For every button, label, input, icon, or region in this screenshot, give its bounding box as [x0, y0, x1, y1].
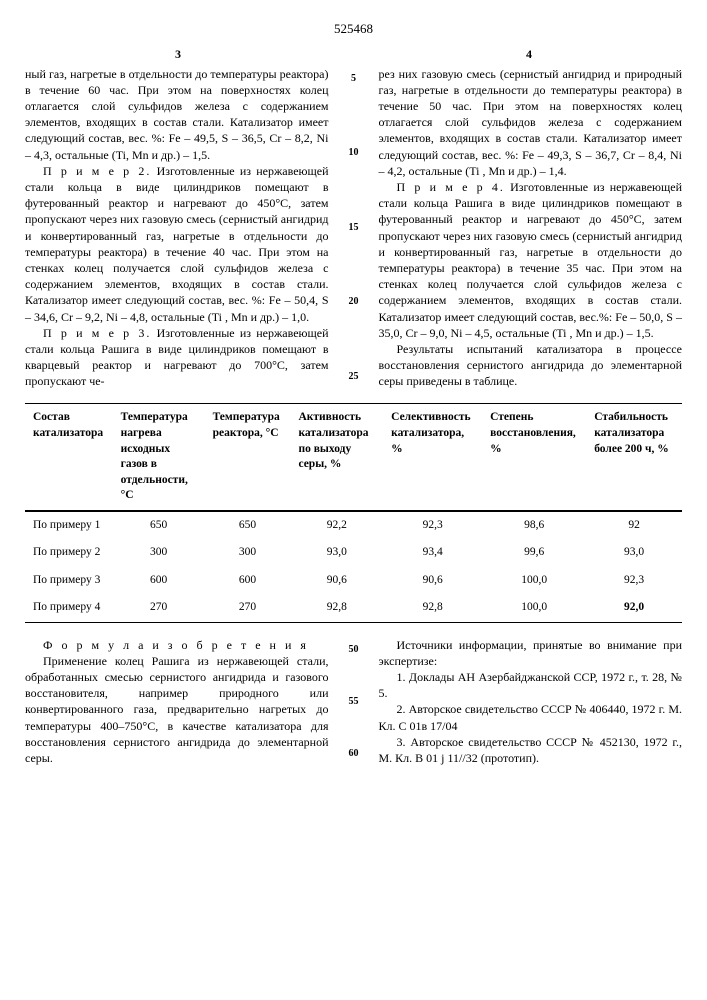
example-2-body: Изготовленные из нержавеющей стали кольц… [25, 164, 329, 324]
cell: 93,4 [383, 539, 482, 567]
formula-body: Применение колец Рашига из нержавеющей с… [25, 653, 329, 766]
cell: 650 [113, 511, 205, 539]
body-columns: ный газ, нагретые в отдельности до темпе… [25, 66, 682, 390]
cell: 270 [205, 594, 291, 622]
document-number: 525468 [25, 20, 682, 38]
col-header: Состав катализатора [25, 404, 113, 510]
table-row: По примеру 1 650 650 92,2 92,3 98,6 92 [25, 511, 682, 539]
source-item: 3. Авторское свидетельство СССР № 452130… [379, 734, 683, 766]
bottom-columns: Ф о р м у л а и з о б р е т е н и я Прим… [25, 637, 682, 767]
bottom-left-column: Ф о р м у л а и з о б р е т е н и я Прим… [25, 637, 329, 767]
results-table: Состав катализатора Температура нагрева … [25, 403, 682, 622]
cell: 93,0 [586, 539, 682, 567]
col-header: Активность катализатора по выходу серы, … [290, 404, 383, 510]
right-column: рез них газовую смесь (сернистый ангидри… [379, 66, 683, 390]
page-left: 3 [175, 46, 181, 62]
cell: 90,6 [290, 567, 383, 595]
source-item: 2. Авторское свидетельство СССР № 406440… [379, 701, 683, 733]
col-header: Степень восстановления, % [482, 404, 586, 510]
example-3: П р и м е р 3. Изготовленные из нержавею… [25, 325, 329, 390]
col-header: Селективность катализатора, % [383, 404, 482, 510]
marker: 20 [345, 295, 363, 309]
table-row: По примеру 4 270 270 92,8 92,8 100,0 92,… [25, 594, 682, 622]
marker: 5 [345, 72, 363, 86]
source-item: 1. Доклады АН Азербайджанской ССР, 1972 … [379, 669, 683, 701]
marker: 50 [345, 643, 363, 657]
col-header: Температура реактора, °С [205, 404, 291, 510]
cell: 300 [205, 539, 291, 567]
left-para-1: ный газ, нагретые в отдельности до темпе… [25, 66, 329, 163]
col-header: Температура нагрева исходных газов в отд… [113, 404, 205, 510]
example-4: П р и м е р 4. Изготовленные из нержавею… [379, 179, 683, 341]
example-3-title: П р и м е р 3. [43, 326, 151, 340]
cell: 92,8 [290, 594, 383, 622]
marker: 25 [345, 370, 363, 384]
cell: 600 [205, 567, 291, 595]
results-para: Результаты испытаний катализатора в проц… [379, 341, 683, 390]
row-label: По примеру 4 [25, 594, 113, 622]
row-label: По примеру 2 [25, 539, 113, 567]
right-para-1: рез них газовую смесь (сернистый ангидри… [379, 66, 683, 179]
cell: 92,8 [383, 594, 482, 622]
formula-title: Ф о р м у л а и з о б р е т е н и я [25, 637, 329, 653]
cell: 99,6 [482, 539, 586, 567]
cell: 100,0 [482, 594, 586, 622]
example-4-body: Изготовленные из нержавеющей стали кольц… [379, 180, 683, 340]
cell: 90,6 [383, 567, 482, 595]
cell: 100,0 [482, 567, 586, 595]
table-row: По примеру 2 300 300 93,0 93,4 99,6 93,0 [25, 539, 682, 567]
example-4-title: П р и м е р 4. [397, 180, 505, 194]
line-markers: 5 10 15 20 25 [345, 66, 363, 390]
page-numbers: 3 4 [175, 46, 532, 62]
row-label: По примеру 1 [25, 511, 113, 539]
marker: 60 [345, 747, 363, 761]
cell: 92 [586, 511, 682, 539]
cell: 93,0 [290, 539, 383, 567]
col-header: Стабильность катализатора более 200 ч, % [586, 404, 682, 510]
cell: 92,3 [383, 511, 482, 539]
cell: 92,0 [586, 594, 682, 622]
marker: 15 [345, 221, 363, 235]
bottom-right-column: Источники информации, принятые во вниман… [379, 637, 683, 767]
left-column: ный газ, нагретые в отдельности до темпе… [25, 66, 329, 390]
marker: 10 [345, 146, 363, 160]
table-row: По примеру 3 600 600 90,6 90,6 100,0 92,… [25, 567, 682, 595]
example-2-title: П р и м е р 2. [43, 164, 151, 178]
cell: 98,6 [482, 511, 586, 539]
sources-title: Источники информации, принятые во вниман… [379, 637, 683, 669]
cell: 650 [205, 511, 291, 539]
cell: 270 [113, 594, 205, 622]
cell: 92,3 [586, 567, 682, 595]
row-label: По примеру 3 [25, 567, 113, 595]
marker: 55 [345, 695, 363, 709]
example-2: П р и м е р 2. Изготовленные из нержавею… [25, 163, 329, 325]
table-header-row: Состав катализатора Температура нагрева … [25, 404, 682, 510]
cell: 300 [113, 539, 205, 567]
page-right: 4 [526, 46, 532, 62]
bottom-line-markers: 50 55 60 [345, 637, 363, 767]
cell: 92,2 [290, 511, 383, 539]
cell: 600 [113, 567, 205, 595]
